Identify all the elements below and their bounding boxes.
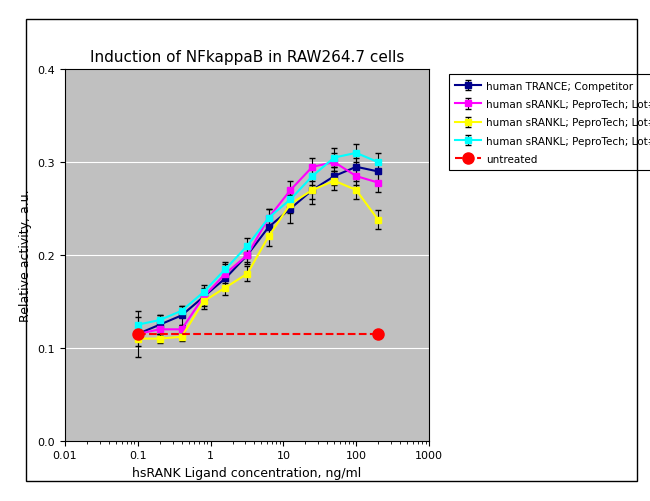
Y-axis label: Relative activity, a.u.: Relative activity, a.u. <box>19 189 32 322</box>
Title: Induction of NFkappaB in RAW264.7 cells: Induction of NFkappaB in RAW264.7 cells <box>90 50 404 65</box>
Legend: human TRANCE; Competitor, human sRANKL; PeproTech; Lot#1, human sRANKL; PeproTec: human TRANCE; Competitor, human sRANKL; … <box>448 75 650 171</box>
X-axis label: hsRANK Ligand concentration, ng/ml: hsRANK Ligand concentration, ng/ml <box>133 466 361 479</box>
